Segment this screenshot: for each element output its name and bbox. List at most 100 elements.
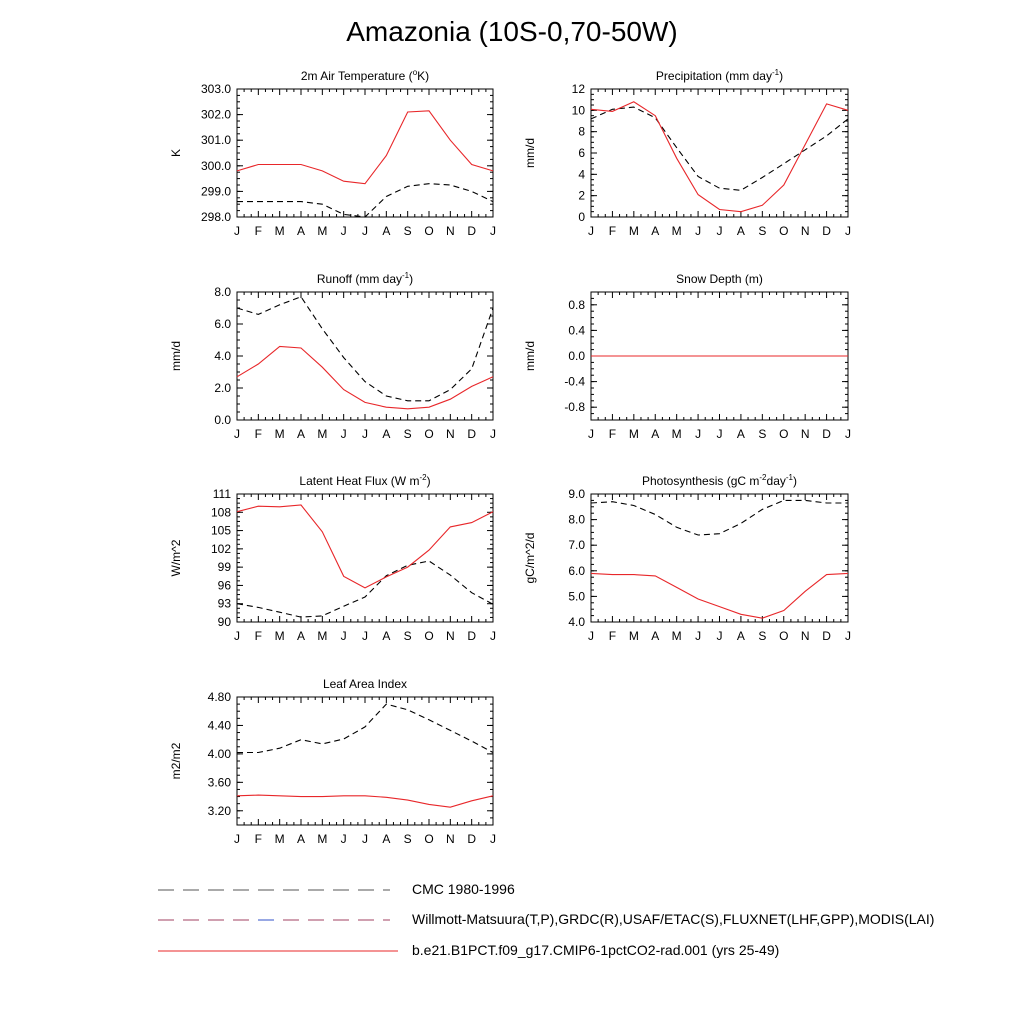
x-tick-label: J bbox=[695, 224, 701, 238]
x-tick-label: D bbox=[822, 224, 831, 238]
series-line-runoff-solid bbox=[236, 345, 494, 410]
y-tick-label: 0 bbox=[578, 210, 585, 224]
y-tick-label: 6.0 bbox=[214, 317, 231, 331]
legend-entry-obs: Willmott-Matsuura(T,P),GRDC(R),USAF/ETAC… bbox=[155, 910, 934, 930]
x-tick-label: J bbox=[490, 629, 496, 643]
panel-ylabel-snow: mm/d bbox=[523, 341, 537, 371]
y-tick-label: 93 bbox=[218, 597, 232, 611]
panel-title-snow: Snow Depth (m) bbox=[676, 272, 763, 286]
x-tick-label: A bbox=[651, 427, 659, 441]
y-tick-label: 5.0 bbox=[568, 589, 585, 603]
panel-title-runoff: Runoff (mm day-1) bbox=[317, 271, 413, 286]
y-tick-label: 301.0 bbox=[201, 133, 231, 147]
x-tick-label: J bbox=[588, 224, 594, 238]
x-tick-label: D bbox=[467, 224, 476, 238]
x-tick-label: J bbox=[845, 629, 851, 643]
series-line-precip-dashed bbox=[590, 106, 849, 191]
legend-swatch-obs bbox=[158, 919, 390, 921]
x-tick-label: F bbox=[255, 832, 262, 846]
x-tick-label: A bbox=[737, 224, 745, 238]
x-tick-label: J bbox=[845, 224, 851, 238]
x-tick-label: M bbox=[317, 427, 327, 441]
x-tick-label: A bbox=[651, 224, 659, 238]
x-tick-label: S bbox=[758, 427, 766, 441]
x-tick-label: F bbox=[609, 427, 616, 441]
x-tick-label: M bbox=[672, 629, 682, 643]
x-tick-label: J bbox=[490, 224, 496, 238]
x-tick-label: A bbox=[297, 629, 305, 643]
x-tick-label: M bbox=[672, 224, 682, 238]
panel-title-lai: Leaf Area Index bbox=[323, 677, 407, 691]
y-tick-label: 7.0 bbox=[568, 538, 585, 552]
legend-label-cmc: CMC 1980-1996 bbox=[412, 881, 515, 897]
panel-t2m: J F M A M J J A S O N D J298.0299.0300.0301.0302.030… bbox=[169, 68, 496, 238]
panel-ylabel-t2m: K bbox=[169, 149, 183, 157]
y-tick-label: 10 bbox=[572, 103, 586, 117]
x-tick-label: J bbox=[362, 629, 368, 643]
panel-ylabel-runoff: mm/d bbox=[169, 341, 183, 371]
x-tick-label: D bbox=[467, 832, 476, 846]
x-tick-label: S bbox=[404, 629, 412, 643]
y-tick-label: 0.0 bbox=[568, 349, 585, 363]
x-tick-label: M bbox=[629, 224, 639, 238]
series-line-gpp-solid bbox=[590, 572, 849, 619]
panel-ylabel-precip: mm/d bbox=[523, 138, 537, 168]
x-tick-label: A bbox=[737, 427, 745, 441]
x-tick-label: J bbox=[717, 629, 723, 643]
panel-frame-runoff bbox=[236, 291, 494, 421]
x-tick-label: J bbox=[234, 832, 240, 846]
x-tick-label: M bbox=[629, 629, 639, 643]
y-tick-label: 90 bbox=[218, 615, 232, 629]
panel-title-precip: Precipitation (mm day-1) bbox=[656, 68, 783, 83]
x-tick-label: M bbox=[275, 427, 285, 441]
x-tick-label: N bbox=[801, 629, 810, 643]
x-tick-label: F bbox=[255, 224, 262, 238]
x-tick-label: N bbox=[446, 832, 455, 846]
x-tick-label: S bbox=[758, 629, 766, 643]
y-tick-label: 3.60 bbox=[208, 775, 232, 789]
x-tick-label: D bbox=[467, 427, 476, 441]
x-tick-label: M bbox=[317, 832, 327, 846]
series-line-t2m-dashed bbox=[237, 183, 494, 218]
x-tick-label: D bbox=[467, 629, 476, 643]
y-tick-label: 2.0 bbox=[214, 381, 231, 395]
x-tick-label: F bbox=[255, 427, 262, 441]
y-tick-label: 8 bbox=[578, 125, 585, 139]
series-line-lai-solid bbox=[236, 794, 494, 808]
x-tick-label: M bbox=[275, 224, 285, 238]
legend-label-model: b.e21.B1PCT.f09_g17.CMIP6-1pctCO2-rad.00… bbox=[412, 942, 780, 958]
x-tick-label: M bbox=[317, 224, 327, 238]
y-tick-label: 4.80 bbox=[208, 690, 232, 704]
x-tick-label: O bbox=[424, 224, 433, 238]
x-tick-label: J bbox=[341, 224, 347, 238]
x-tick-label: F bbox=[609, 224, 616, 238]
y-tick-label: 99 bbox=[218, 560, 232, 574]
series-line-gpp-dashed bbox=[590, 499, 848, 536]
panel-frame-gpp bbox=[590, 493, 849, 623]
x-tick-label: J bbox=[234, 427, 240, 441]
x-tick-label: A bbox=[651, 629, 659, 643]
legend-swatch-model bbox=[158, 950, 398, 952]
x-tick-label: A bbox=[737, 629, 745, 643]
figure-title: Amazonia (10S-0,70-50W) bbox=[346, 16, 678, 47]
x-tick-label: O bbox=[779, 629, 788, 643]
series-line-precip-solid bbox=[590, 101, 849, 213]
panel-title-t2m: 2m Air Temperature (oK) bbox=[301, 68, 429, 83]
x-tick-label: O bbox=[424, 832, 433, 846]
x-tick-label: O bbox=[779, 224, 788, 238]
x-tick-label: J bbox=[588, 629, 594, 643]
panel-ylabel-lai: m2/m2 bbox=[169, 742, 183, 779]
x-tick-label: N bbox=[801, 224, 810, 238]
y-tick-label: 102 bbox=[211, 542, 231, 556]
y-tick-label: 8.0 bbox=[568, 513, 585, 527]
legend-swatch-cmc bbox=[158, 889, 390, 891]
x-tick-label: M bbox=[629, 427, 639, 441]
x-tick-label: J bbox=[362, 832, 368, 846]
x-tick-label: N bbox=[446, 427, 455, 441]
y-tick-label: 0.4 bbox=[568, 323, 585, 337]
x-tick-label: J bbox=[695, 629, 701, 643]
x-tick-label: M bbox=[275, 629, 285, 643]
